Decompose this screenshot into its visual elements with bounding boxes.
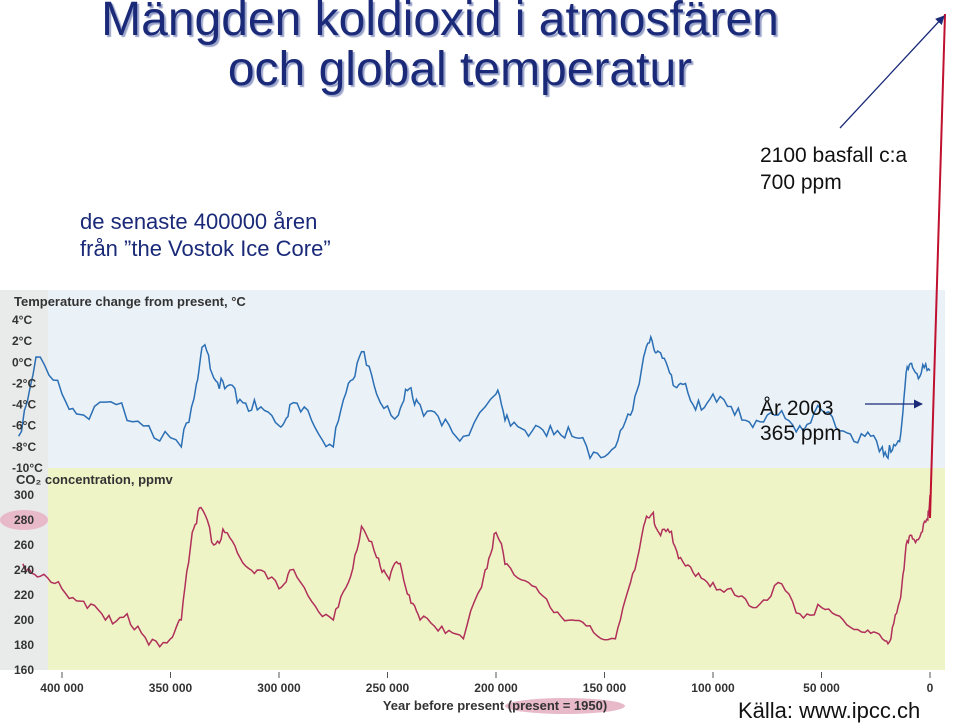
x-axis-title: Year before present (present = 1950)	[383, 698, 607, 713]
temperature-tick-label: -10°C	[12, 461, 43, 475]
source-label: Källa: www.ipcc.ch	[738, 698, 921, 723]
highlight-1950	[505, 698, 625, 714]
annotation-2100: 2100 basfall c:a 700 ppm	[760, 142, 907, 196]
subtitle-line-1: de senaste 400000 åren	[80, 209, 318, 234]
y-axis-strip	[0, 290, 48, 678]
x-axis-strip	[0, 670, 945, 725]
temperature-series-line	[17, 334, 931, 461]
x-tick-label: 200 000	[474, 681, 518, 695]
temperature-tick-label: 0°C	[12, 355, 32, 369]
arrow-to-2100	[929, 13, 946, 519]
co2-series-line	[22, 494, 931, 648]
co2-tick-label: 300	[14, 488, 34, 502]
annotation-2100-line-1: 2100 basfall c:a	[760, 144, 908, 167]
heading-line-1: Mängden koldioxid i atmosfären	[101, 0, 779, 46]
annotation-2003: År 2003 365 ppm	[760, 396, 842, 446]
annotation-2003-line-1: År 2003	[760, 397, 834, 420]
highlight-280	[0, 510, 48, 530]
temperature-title: Temperature change from present, °C	[14, 294, 246, 309]
annotation-2100-line-2: 700 ppm	[760, 171, 842, 194]
temperature-tick-label: -2°C	[12, 376, 36, 390]
temperature-tick-label: -6°C	[12, 419, 36, 433]
co2-tick-label: 160	[14, 663, 34, 677]
x-tick-label: 400 000	[40, 681, 84, 695]
temperature-tick-label: 4°C	[12, 313, 32, 327]
x-tick-label: 150 000	[583, 681, 627, 695]
temperature-tick-label: -4°C	[12, 398, 36, 412]
temperature-tick-label: -8°C	[12, 440, 36, 454]
co2-tick-label: 260	[14, 538, 34, 552]
co2-tick-label: 280	[14, 513, 34, 527]
temperature-panel-bg	[0, 290, 945, 468]
x-tick-label: 350 000	[149, 681, 193, 695]
co2-tick-label: 220	[14, 588, 34, 602]
co2-tick-label: 180	[14, 638, 34, 652]
x-tick-label: 100 000	[691, 681, 735, 695]
temperature-tick-label: 2°C	[12, 334, 32, 348]
co2-tick-label: 240	[14, 563, 34, 577]
heading-line-2: och global temperatur	[227, 43, 693, 96]
x-tick-label: 0	[927, 681, 934, 695]
arrow-to-2100-top	[839, 15, 945, 129]
co2-title: CO₂ concentration, ppmv	[16, 472, 174, 487]
annotation-2003-line-2: 365 ppm	[760, 422, 842, 445]
subtitle-line-2: från ”the Vostok Ice Core”	[80, 236, 331, 261]
co2-tick-label: 200	[14, 613, 34, 627]
subtitle: de senaste 400000 åren från ”the Vostok …	[80, 208, 331, 262]
co2-panel-bg	[0, 468, 945, 678]
x-tick-label: 250 000	[366, 681, 410, 695]
x-tick-label: 300 000	[257, 681, 301, 695]
x-tick-label: 50 000	[803, 681, 840, 695]
